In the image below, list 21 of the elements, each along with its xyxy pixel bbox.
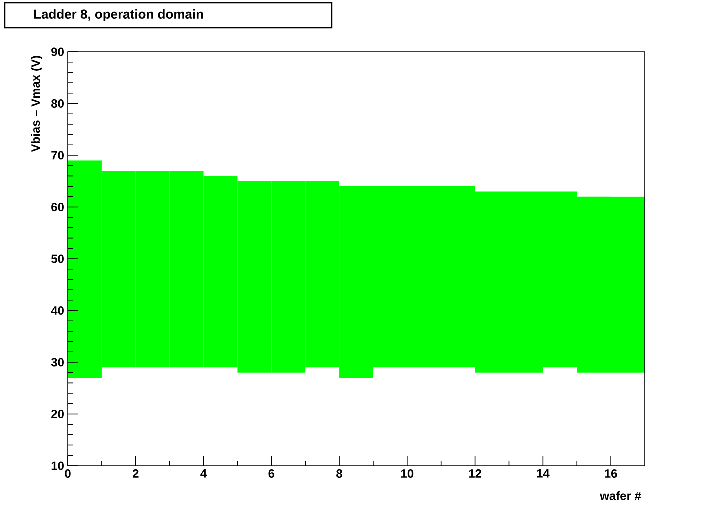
- y-tick-label: 60: [52, 203, 64, 212]
- x-tick-label: 10: [401, 470, 414, 478]
- y-tick-label: 20: [52, 410, 64, 418]
- y-tick-label: 40: [51, 306, 64, 315]
- x-tick-label: 6: [268, 470, 275, 478]
- y-tick-label: 50: [52, 254, 64, 264]
- x-axis-title: wafer #: [600, 492, 642, 500]
- y-tick-label: 10: [52, 462, 64, 470]
- y-tick-label: 30: [51, 358, 64, 367]
- y-tick-label: 80: [52, 100, 64, 108]
- x-tick-label: 16: [605, 470, 618, 478]
- chart-title: Ladder 8, operation domain: [34, 9, 204, 22]
- x-tick-label: 8: [336, 470, 342, 478]
- y-tick-label: 70: [52, 151, 64, 160]
- x-tick-label: 4: [200, 470, 208, 478]
- y-axis-title: Vbias – Vmax (V): [31, 56, 42, 152]
- y-tick-label: 90: [52, 48, 64, 56]
- x-tick-label: 2: [132, 470, 139, 478]
- x-tick-label: 14: [537, 470, 550, 478]
- x-tick-label: 12: [469, 470, 482, 478]
- x-tick-label: 0: [65, 470, 71, 478]
